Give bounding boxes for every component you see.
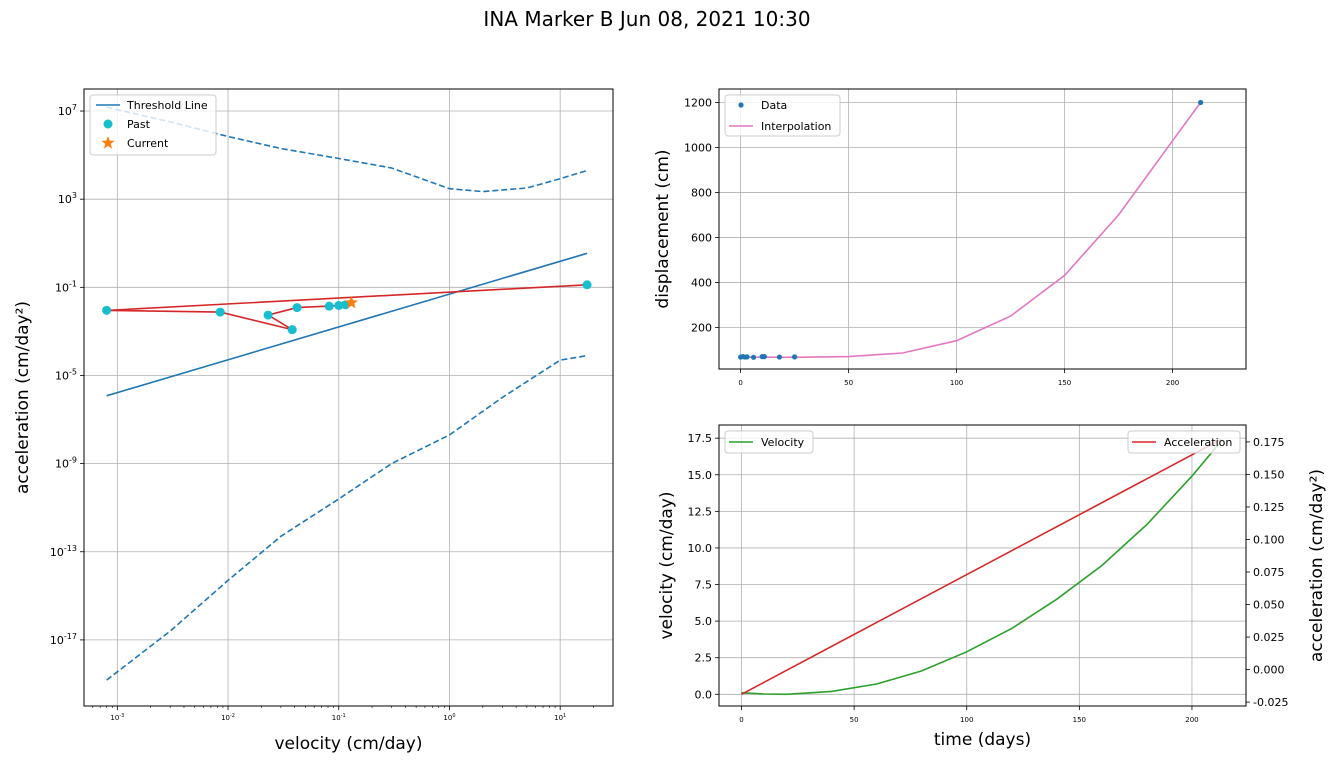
- legend-left: Velocity: [724, 430, 814, 454]
- y-tick-label: 10-13: [50, 544, 77, 559]
- y-right-tick-label: -0.025: [1253, 696, 1288, 709]
- y-tick-label: 10-1: [55, 279, 77, 294]
- y-right-tick-label: 0.075: [1253, 566, 1285, 579]
- past-point: [263, 310, 273, 320]
- legend-interpolation-label: Interpolation: [761, 120, 831, 133]
- x-tick-label: 10-3: [110, 713, 124, 722]
- y-tick-label: 10-17: [50, 632, 77, 647]
- legend-past-swatch: [103, 119, 113, 129]
- data-point: [750, 354, 757, 360]
- y-tick-label: 17.5: [688, 432, 713, 445]
- y-tick-label: 10-9: [55, 456, 77, 471]
- plot-frame: [718, 424, 1247, 707]
- past-point: [324, 301, 334, 311]
- past-point: [582, 280, 592, 290]
- y-right-tick-label: 0.125: [1253, 501, 1285, 514]
- legend-past-label: Past: [127, 118, 151, 131]
- y-tick-label: 5.0: [695, 615, 713, 628]
- y-right-tick-label: 0.150: [1253, 468, 1285, 481]
- y-axis-label: velocity (cm/day): [657, 491, 677, 639]
- plot-frame: [718, 88, 1247, 370]
- y-right-tick-label: 0.100: [1253, 533, 1285, 546]
- x-tick-label: 10-2: [221, 713, 235, 722]
- interpolation-line: [740, 102, 1202, 359]
- data-point: [791, 354, 798, 360]
- legend-data-label: Data: [761, 99, 787, 112]
- y-tick-label: 2.5: [695, 652, 713, 665]
- current-point: [344, 295, 358, 309]
- x-tick-label: 100: [443, 713, 455, 722]
- x-tick-label: 50: [844, 379, 853, 387]
- x-tick-label: 0: [738, 379, 742, 387]
- x-tick-label: 10-1: [332, 713, 346, 722]
- x-tick-label: 200: [1185, 716, 1198, 724]
- y-tick-label: 10.0: [688, 542, 713, 555]
- y-right-axis-label: acceleration (cm/day²): [1307, 469, 1327, 662]
- legend-velocity-label: Velocity: [761, 436, 805, 449]
- legend-current-swatch: [101, 136, 115, 149]
- lower-bound-line: [106, 354, 588, 681]
- past-point: [292, 303, 302, 313]
- legend-data-swatch: [738, 102, 744, 108]
- displacement-plot: 0 50 100 150 200 200 400 600 800 1000 1200 displace…: [653, 88, 1247, 387]
- past-point: [287, 325, 297, 335]
- x-axis-label: velocity (cm/day): [274, 734, 422, 754]
- data-point: [1198, 99, 1204, 106]
- past-point: [334, 300, 344, 310]
- upper-bound-line: [106, 106, 588, 193]
- past-point: [102, 305, 112, 315]
- legend-threshold-label: Threshold Line: [126, 99, 208, 112]
- y-tick-label: 1200: [684, 96, 712, 109]
- y-tick-label: 1000: [684, 141, 712, 154]
- y-tick-label: 400: [691, 276, 712, 289]
- y-tick-label: 0.0: [695, 688, 713, 701]
- legend-box: [724, 430, 814, 454]
- data-point: [761, 354, 767, 360]
- x-tick-label: 101: [554, 713, 566, 722]
- x-tick-label: 150: [1073, 716, 1086, 724]
- legend-acceleration-label: Acceleration: [1164, 436, 1232, 449]
- velocity-acceleration-plot: 0 50 100 150 200 0.0 2.5 5.0 7.5 10.0 12.5 15.0 17.5…: [657, 424, 1327, 750]
- y-tick-label: 7.5: [695, 579, 713, 592]
- tvp-plot: 10-3 10-2 10-1 100 101 10-17 10-13 10-9 10-5 10-1…: [13, 88, 614, 754]
- figure-title: INA Marker B Jun 08, 2021 10:30: [483, 7, 810, 31]
- threshold-line: [106, 252, 588, 397]
- y-tick-label: 10-5: [55, 367, 77, 382]
- past-point: [215, 307, 225, 317]
- x-tick-label: 200: [1166, 379, 1179, 387]
- y-tick-label: 103: [58, 191, 77, 206]
- legend-right: Acceleration: [1127, 430, 1241, 454]
- y-tick-label: 800: [691, 186, 712, 199]
- x-tick-label: 150: [1058, 379, 1071, 387]
- legend-box: [1127, 430, 1241, 454]
- legend-box: [724, 94, 841, 137]
- x-tick-label: 0: [739, 716, 743, 724]
- y-tick-label: 600: [691, 231, 712, 244]
- velocity-line: [741, 440, 1222, 696]
- x-axis-label: time (days): [934, 730, 1031, 750]
- acceleration-line: [741, 438, 1222, 696]
- y-axis-label: displacement (cm): [653, 149, 673, 308]
- legend-box: [89, 94, 217, 156]
- y-right-tick-label: 0.025: [1253, 631, 1285, 644]
- y-right-tick-label: 0.000: [1253, 664, 1285, 677]
- legend: Data Interpolation: [724, 94, 841, 137]
- x-tick-label: 50: [850, 716, 859, 724]
- plot-frame: [83, 88, 614, 707]
- y-right-tick-label: 0.175: [1253, 436, 1285, 449]
- x-tick-label: 100: [960, 716, 973, 724]
- legend: Threshold Line Past Current: [89, 94, 217, 156]
- y-axis-label: acceleration (cm/day²): [13, 301, 33, 494]
- y-tick-label: 107: [58, 103, 77, 118]
- y-tick-label: 15.0: [688, 469, 713, 482]
- x-tick-label: 100: [950, 379, 963, 387]
- y-tick-label: 200: [691, 321, 712, 334]
- y-tick-label: 12.5: [688, 505, 713, 518]
- data-point: [744, 354, 750, 360]
- y-right-tick-label: 0.050: [1253, 599, 1285, 612]
- data-point: [776, 354, 783, 360]
- legend-current-label: Current: [127, 137, 169, 150]
